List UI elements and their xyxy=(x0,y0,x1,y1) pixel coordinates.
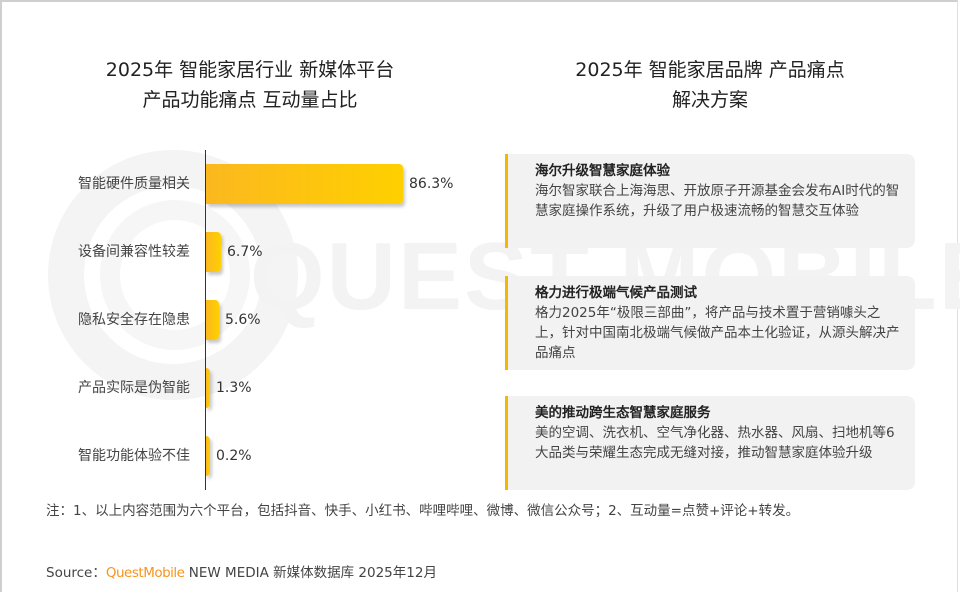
bar-row: 产品实际是伪智能 1.3% xyxy=(40,368,480,408)
bar xyxy=(206,436,210,476)
card-body: 美的空调、洗衣机、空气净化器、热水器、风扇、扫地机等6大品类与荣耀生态完成无缝对… xyxy=(535,425,895,461)
bar xyxy=(206,300,219,340)
bar-value-label: 1.3% xyxy=(216,380,252,396)
chart-y-axis xyxy=(205,150,206,490)
source-line: Source：QuestMobile NEW MEDIA 新媒体数据库 2025… xyxy=(46,561,437,581)
right-panel-title: 2025年 智能家居品牌 产品痛点 解决方案 xyxy=(500,55,920,115)
bar-category-label: 智能硬件质量相关 xyxy=(78,176,190,192)
bar-row: 智能硬件质量相关 86.3% xyxy=(40,164,480,204)
brand-name: QuestMobile xyxy=(105,565,185,581)
card-body: 海尔智家联合上海海思、开放原子开源基金会发布AI时代的智慧家庭操作系统，升级了用… xyxy=(535,183,900,219)
footnote: 注：1、以上内容范围为六个平台，包括抖音、快手、小红书、哔哩哔哩、微博、微信公众… xyxy=(46,503,800,519)
bar xyxy=(206,368,210,408)
solution-card-gree: 格力进行极端气候产品测试 格力2025年“极限三部曲”，将产品与技术置于营销噱头… xyxy=(505,276,915,370)
bar-category-label: 产品实际是伪智能 xyxy=(78,380,190,396)
bar-value-label: 86.3% xyxy=(409,176,454,192)
card-body: 格力2025年“极限三部曲”，将产品与技术置于营销噱头之上，针对中国南北极端气候… xyxy=(535,305,900,361)
bar-category-label: 设备间兼容性较差 xyxy=(78,244,190,260)
bar-value-label: 6.7% xyxy=(227,244,263,260)
source-prefix: Source： xyxy=(46,565,106,581)
bar xyxy=(206,232,221,272)
source-suffix: NEW MEDIA 新媒体数据库 2025年12月 xyxy=(184,565,437,581)
right-title-line1: 2025年 智能家居品牌 产品痛点 xyxy=(575,59,845,81)
bar-row: 隐私安全存在隐患 5.6% xyxy=(40,300,480,340)
bar-row: 设备间兼容性较差 6.7% xyxy=(40,232,480,272)
right-title-line2: 解决方案 xyxy=(671,89,748,111)
bar-row: 智能功能体验不佳 0.2% xyxy=(40,436,480,476)
bar xyxy=(206,164,403,204)
bar-category-label: 智能功能体验不佳 xyxy=(78,448,190,464)
card-title: 美的推动跨生态智慧家庭服务 xyxy=(535,405,711,421)
left-title-line1: 2025年 智能家居行业 新媒体平台 xyxy=(105,59,395,81)
solution-card-haier: 海尔升级智慧家庭体验 海尔智家联合上海海思、开放原子开源基金会发布AI时代的智慧… xyxy=(505,154,915,248)
left-title-line2: 产品功能痛点 互动量占比 xyxy=(142,89,358,111)
bar-category-label: 隐私安全存在隐患 xyxy=(78,312,190,328)
left-chart-title: 2025年 智能家居行业 新媒体平台 产品功能痛点 互动量占比 xyxy=(40,55,460,115)
card-title: 海尔升级智慧家庭体验 xyxy=(535,163,670,179)
card-title: 格力进行极端气候产品测试 xyxy=(535,285,697,301)
solution-card-midea: 美的推动跨生态智慧家庭服务 美的空调、洗衣机、空气净化器、热水器、风扇、扫地机等… xyxy=(505,396,915,490)
bar-value-label: 0.2% xyxy=(216,448,252,464)
bar-value-label: 5.6% xyxy=(225,312,261,328)
